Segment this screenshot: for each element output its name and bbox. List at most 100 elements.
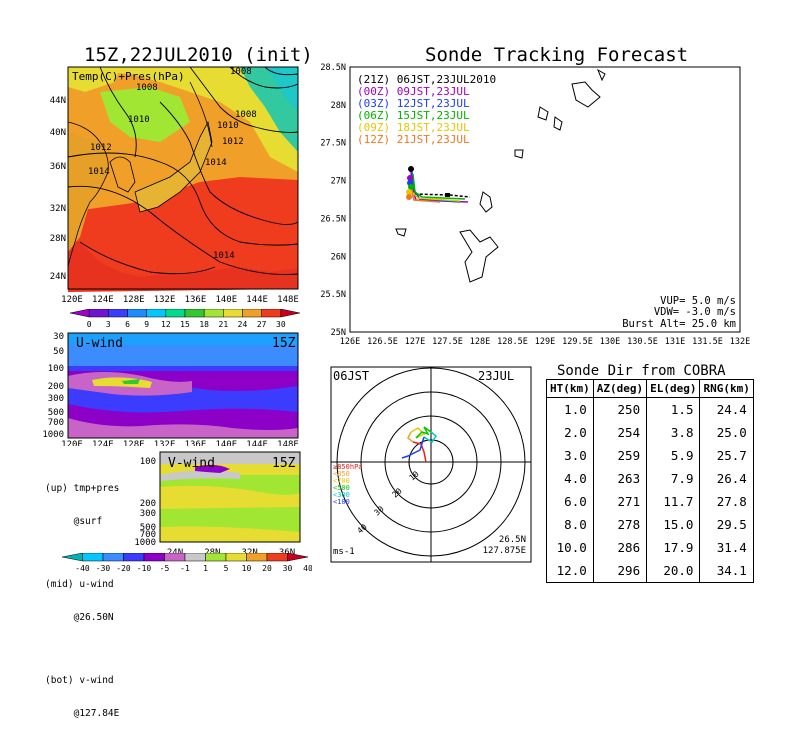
pressure-legend-entry: <850: [333, 470, 350, 478]
colorbar-tick: 5: [224, 564, 229, 573]
lon-tick-label: 127.5E: [432, 337, 463, 347]
colorbar-tick: 30: [283, 564, 293, 573]
colorbar-swatch: [164, 553, 186, 562]
isobar-label: 1008: [235, 110, 257, 120]
colorbar-swatch: [143, 553, 165, 562]
lat-tick-label: 28N: [331, 101, 346, 111]
table-cell: 24.4: [699, 397, 754, 421]
track-legend-entry: (21Z) 06JST,23JUL2010: [357, 73, 496, 86]
table-cell: 296: [592, 559, 648, 583]
colorbar-tick: -40: [75, 564, 90, 573]
left-map-title: 15Z,22JUL2010 (init): [84, 44, 313, 66]
table-cell: 34.1: [699, 559, 754, 583]
pressure-legend-entry: <300: [333, 491, 350, 499]
lon-tick-label: 128E: [470, 337, 490, 347]
pressure-tick: 300: [48, 394, 64, 404]
colorbar-tick: 6: [125, 320, 130, 329]
note-line: @127.84E: [45, 708, 120, 719]
panel-notes: (up) tmp+pres @surf (mid) u-wind @26.50N…: [45, 461, 119, 730]
lon-tick-label: 124E: [92, 295, 114, 305]
table-cell: 6.0: [546, 490, 594, 513]
colorbar-swatch: [184, 309, 205, 318]
lat-tick-label: 27.5N: [320, 139, 346, 149]
polar-units: ms-1: [333, 547, 355, 557]
polar-lon: 127.875E: [483, 546, 526, 556]
pressure-legend-entry: ≥850hPa: [333, 463, 363, 471]
pressure-tick: 500: [140, 523, 156, 533]
colorbar-tick: 21: [219, 320, 229, 329]
colorbar-swatch: [261, 309, 282, 318]
pressure-tick: 100: [48, 364, 64, 374]
table-cell: 31.4: [699, 536, 754, 559]
table-cell: 26.4: [699, 467, 754, 490]
colorbar-tick: -1: [180, 564, 190, 573]
colorbar-swatch: [69, 309, 90, 318]
pressure-tick: 700: [140, 530, 156, 540]
colorbar-swatch: [280, 309, 301, 318]
lon-tick-label: 130.5E: [627, 337, 658, 347]
table-cell: 15.0: [646, 513, 701, 536]
sonde-table: HT(km) AZ(deg) EL(deg) RNG(km) 1.0 250 1.5 24.…: [546, 379, 754, 583]
temp-pressure-map: 1008 1008 1008 1010 1010 1012 1012 1014 …: [50, 66, 299, 305]
wind-colorbar: -40 -30 -20 -10 -5 -1 1 5 10 20 30 40: [61, 553, 312, 573]
table-row: 1.0 250 1.5 24.4: [546, 397, 754, 421]
colorbar-swatch: [203, 309, 224, 318]
tracking-map: 28.5N 28N 27.5N 27N 26.5N 26N 25.5N 25N 126E 126…: [320, 63, 750, 347]
colorbar-tick: 0: [87, 320, 92, 329]
lon-tick-label: 148E: [277, 295, 299, 305]
param-burst: Burst Alt= 25.0 km: [622, 318, 736, 330]
table-column-header: AZ(deg): [592, 379, 648, 398]
isobar-label: 1014: [88, 167, 110, 177]
table-row: 2.0 254 3.8 25.0: [546, 421, 754, 444]
table-cell: 250: [592, 397, 648, 421]
table-column-header: EL(deg): [646, 379, 701, 398]
map-panel-label: Temp(C)+Pres(hPa): [72, 70, 185, 83]
note-line: (mid) u-wind: [45, 579, 114, 590]
table-cell: 2.0: [546, 421, 594, 444]
lon-tick-label: 148E: [277, 440, 299, 446]
table-cell: 27.8: [699, 490, 754, 513]
colorbar-tick: 30: [276, 320, 286, 329]
lat-tick-label: 40N: [50, 128, 66, 138]
colorbar-tick: 1: [203, 564, 208, 573]
track-legend-entry: (03Z) 12JST,23JUL: [357, 97, 470, 110]
colorbar-swatch: [242, 309, 262, 318]
table-cell: 3.8: [646, 421, 701, 444]
colorbar-swatch: [88, 309, 109, 318]
track-legend-entry: (09Z) 18JST,23JUL: [357, 121, 470, 134]
table-cell: 271: [592, 490, 648, 513]
isobar-label: 1008: [136, 83, 158, 93]
isobar-label: 1014: [213, 251, 235, 261]
colorbar-tick: -30: [96, 564, 111, 573]
pressure-tick: 30: [53, 332, 64, 342]
table-cell: 25.0: [699, 421, 754, 444]
colorbar-tick: 18: [199, 320, 209, 329]
table-cell: 254: [592, 421, 648, 444]
table-cell: 1.0: [546, 397, 594, 421]
table-row: 10.0 286 17.9 31.4: [546, 536, 754, 559]
colorbar-tick: 40: [303, 564, 312, 573]
table-row: 12.0 296 20.0 34.1: [546, 559, 754, 583]
lon-tick-label: 128.5E: [497, 337, 528, 347]
table-cell: 5.9: [646, 444, 701, 467]
table-cell: 259: [592, 444, 648, 467]
note-line: (up) tmp+pres: [45, 483, 120, 494]
lat-tick-label: 26N: [331, 252, 346, 262]
lon-tick-label: 136E: [185, 295, 207, 305]
colorbar-tick: 20: [262, 564, 272, 573]
polar-lat: 26.5N: [499, 535, 526, 545]
table-row: 8.0 278 15.0 29.5: [546, 513, 754, 536]
table-column-header: RNG(km): [699, 379, 754, 398]
lon-tick-label: 144E: [246, 295, 268, 305]
colorbar-tick: 27: [257, 320, 267, 329]
colorbar-swatch: [266, 553, 288, 562]
table-cell: 8.0: [546, 513, 594, 536]
pressure-tick: 700: [48, 418, 64, 428]
lon-tick-label: 126.5E: [367, 337, 398, 347]
track-legend-entry: (00Z) 09JST,23JUL: [357, 85, 470, 98]
isobar-label: 1014: [205, 158, 227, 168]
lon-tick-label: 128E: [123, 295, 145, 305]
table-cell: 263: [592, 467, 648, 490]
table-cell: 17.9: [646, 536, 701, 559]
